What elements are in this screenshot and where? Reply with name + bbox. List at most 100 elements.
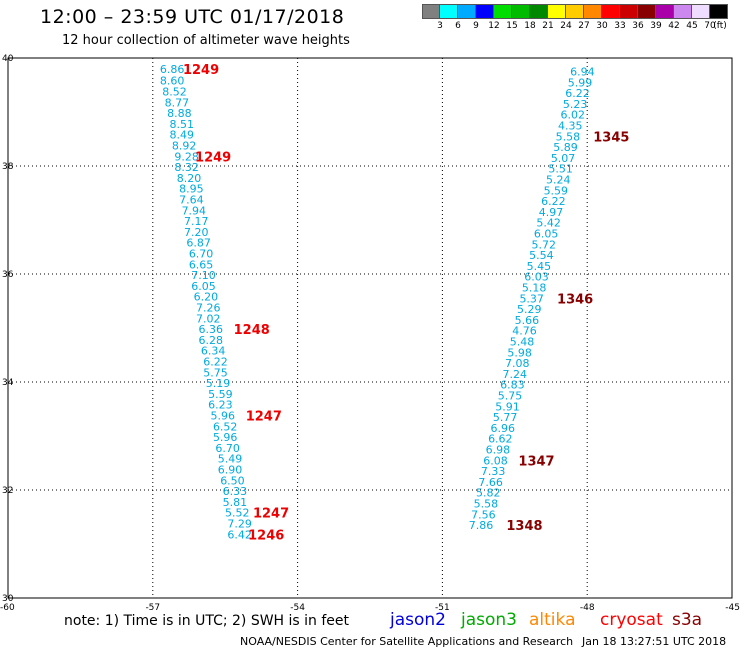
color-scale-label: 70 [704,21,716,31]
color-scale-cell [692,4,710,19]
wave-height-point: 6.50 [220,474,245,487]
pass-time-label: 1347 [518,454,554,469]
pass-time-label: 1247 [253,507,289,522]
footer-credit: NOAA/NESDIS Center for Satellite Applica… [240,635,574,648]
wave-height-point: 5.66 [515,314,540,327]
wave-height-point: 6.34 [201,345,226,358]
mission-jason2-label: jason2 [390,610,446,630]
pass-time-label: 1246 [248,528,284,543]
wave-height-point: 5.29 [517,303,542,316]
wave-height-point: 5.91 [495,400,520,413]
color-scale-cell [638,4,656,19]
wave-height-point: 8.32 [174,161,199,174]
wave-height-point: 6.96 [490,422,515,435]
wave-height-point: 7.10 [191,269,216,282]
wave-height-point: 6.86 [160,63,185,76]
color-scale-cell [584,4,602,19]
wave-height-point: 6.22 [541,195,566,208]
wave-height-point: 6.05 [534,228,559,241]
color-scale-label: 27 [578,21,590,31]
wave-height-point: 6.83 [500,379,525,392]
pass-time-label: 1247 [246,409,282,424]
footer-note: note: 1) Time is in UTC; 2) SWH is in fe… [64,613,350,629]
pass-time-label: 1249 [183,63,219,78]
color-scale-label: 3 [437,21,443,31]
color-scale-label: 39 [650,21,662,31]
wave-height-point: 5.54 [529,249,554,262]
wave-height-point: 5.96 [213,431,238,444]
wave-height-point: 6.65 [189,258,214,271]
color-scale-cell [494,4,512,19]
chart-title: 12:00 – 23:59 UTC 01/17/2018 [40,6,345,28]
color-scale-cell [440,4,458,19]
wave-height-point: 7.08 [505,357,530,370]
wave-height-point: 6.87 [186,237,211,250]
color-scale-cell [458,4,476,19]
wave-height-point: 6.23 [208,399,233,412]
wave-height-point: 5.18 [522,282,547,295]
wave-height-point: 6.70 [215,442,240,455]
pass-time-label: 1348 [506,519,542,534]
wave-height-point: 6.03 [524,271,549,284]
wave-height-point: 6.70 [189,247,214,260]
wave-height-point: 6.90 [218,463,243,476]
chart-subtitle: 12 hour collection of altimeter wave hei… [62,33,350,48]
mission-s3a-label: s3a [672,610,703,630]
wave-height-point: 5.81 [223,496,248,509]
x-tick-label: -45 [725,603,740,613]
pass-time-label: 1345 [593,130,629,145]
footer-timestamp: Jan 18 13:27:51 UTC 2018 [582,635,727,648]
pass-time-label: 1248 [234,323,270,338]
wave-height-point: 8.92 [172,139,197,152]
wave-height-point: 7.66 [478,476,503,489]
wave-height-point: 8.77 [165,96,190,109]
wave-height-point: 7.33 [481,465,506,478]
wave-height-point: 4.97 [539,206,564,219]
wave-height-point: 6.52 [213,420,238,433]
wave-height-point: 5.24 [546,174,571,187]
y-tick-label: 34 [2,378,14,388]
wave-height-point: 8.51 [170,118,195,131]
mission-jason3-label: jason3 [461,610,517,630]
wave-height-point: 7.17 [184,215,209,228]
color-scale-cell [530,4,548,19]
wave-height-point: 5.42 [536,217,561,230]
wave-height-point: 6.98 [486,444,511,457]
color-scale-label: 33 [614,21,626,31]
y-tick-label: 38 [2,162,14,172]
wave-height-point: 5.72 [532,238,557,251]
color-scale-label: 21 [542,21,554,31]
color-scale-cell [674,4,692,19]
wave-height-point: 5.89 [553,141,578,154]
wave-height-point: 8.20 [177,172,202,185]
wave-height-point: 5.75 [203,366,228,379]
color-scale-cell [620,4,638,19]
wave-height-point: 7.02 [196,312,221,325]
color-scale-cell [710,4,728,19]
pass-time-label: 1249 [195,150,231,165]
wave-height-point: 4.76 [512,325,537,338]
color-scale-label: 36 [632,21,644,31]
wave-height-point: 7.56 [471,508,496,521]
color-scale-cell [548,4,566,19]
color-scale-cells [422,4,728,19]
wave-height-point: 5.59 [544,184,569,197]
wave-height-point: 5.51 [548,163,573,176]
plot-frame [7,57,733,599]
color-scale-label: 15 [506,21,518,31]
color-scale-cell [656,4,674,19]
wave-height-point: 5.07 [551,152,576,165]
color-scale-cell [422,4,440,19]
color-scale-label: 30 [596,21,608,31]
y-tick-label: 30 [2,594,14,604]
color-scale-unit: (ft) [713,21,727,31]
wave-height-point: 8.52 [162,85,187,98]
wave-height-point: 6.20 [194,291,219,304]
color-scale-label: 18 [524,21,536,31]
color-scale-label: 6 [455,21,461,31]
y-tick-label: 40 [2,54,14,64]
color-scale-labels: 3 6 9 12 15 18 21 24 27 30 33 36 39 42 45 70 (ft) [422,19,728,31]
color-scale-label: 9 [473,21,479,31]
wave-height-point: 5.19 [206,377,231,390]
wave-height-point: 7.94 [182,204,207,217]
